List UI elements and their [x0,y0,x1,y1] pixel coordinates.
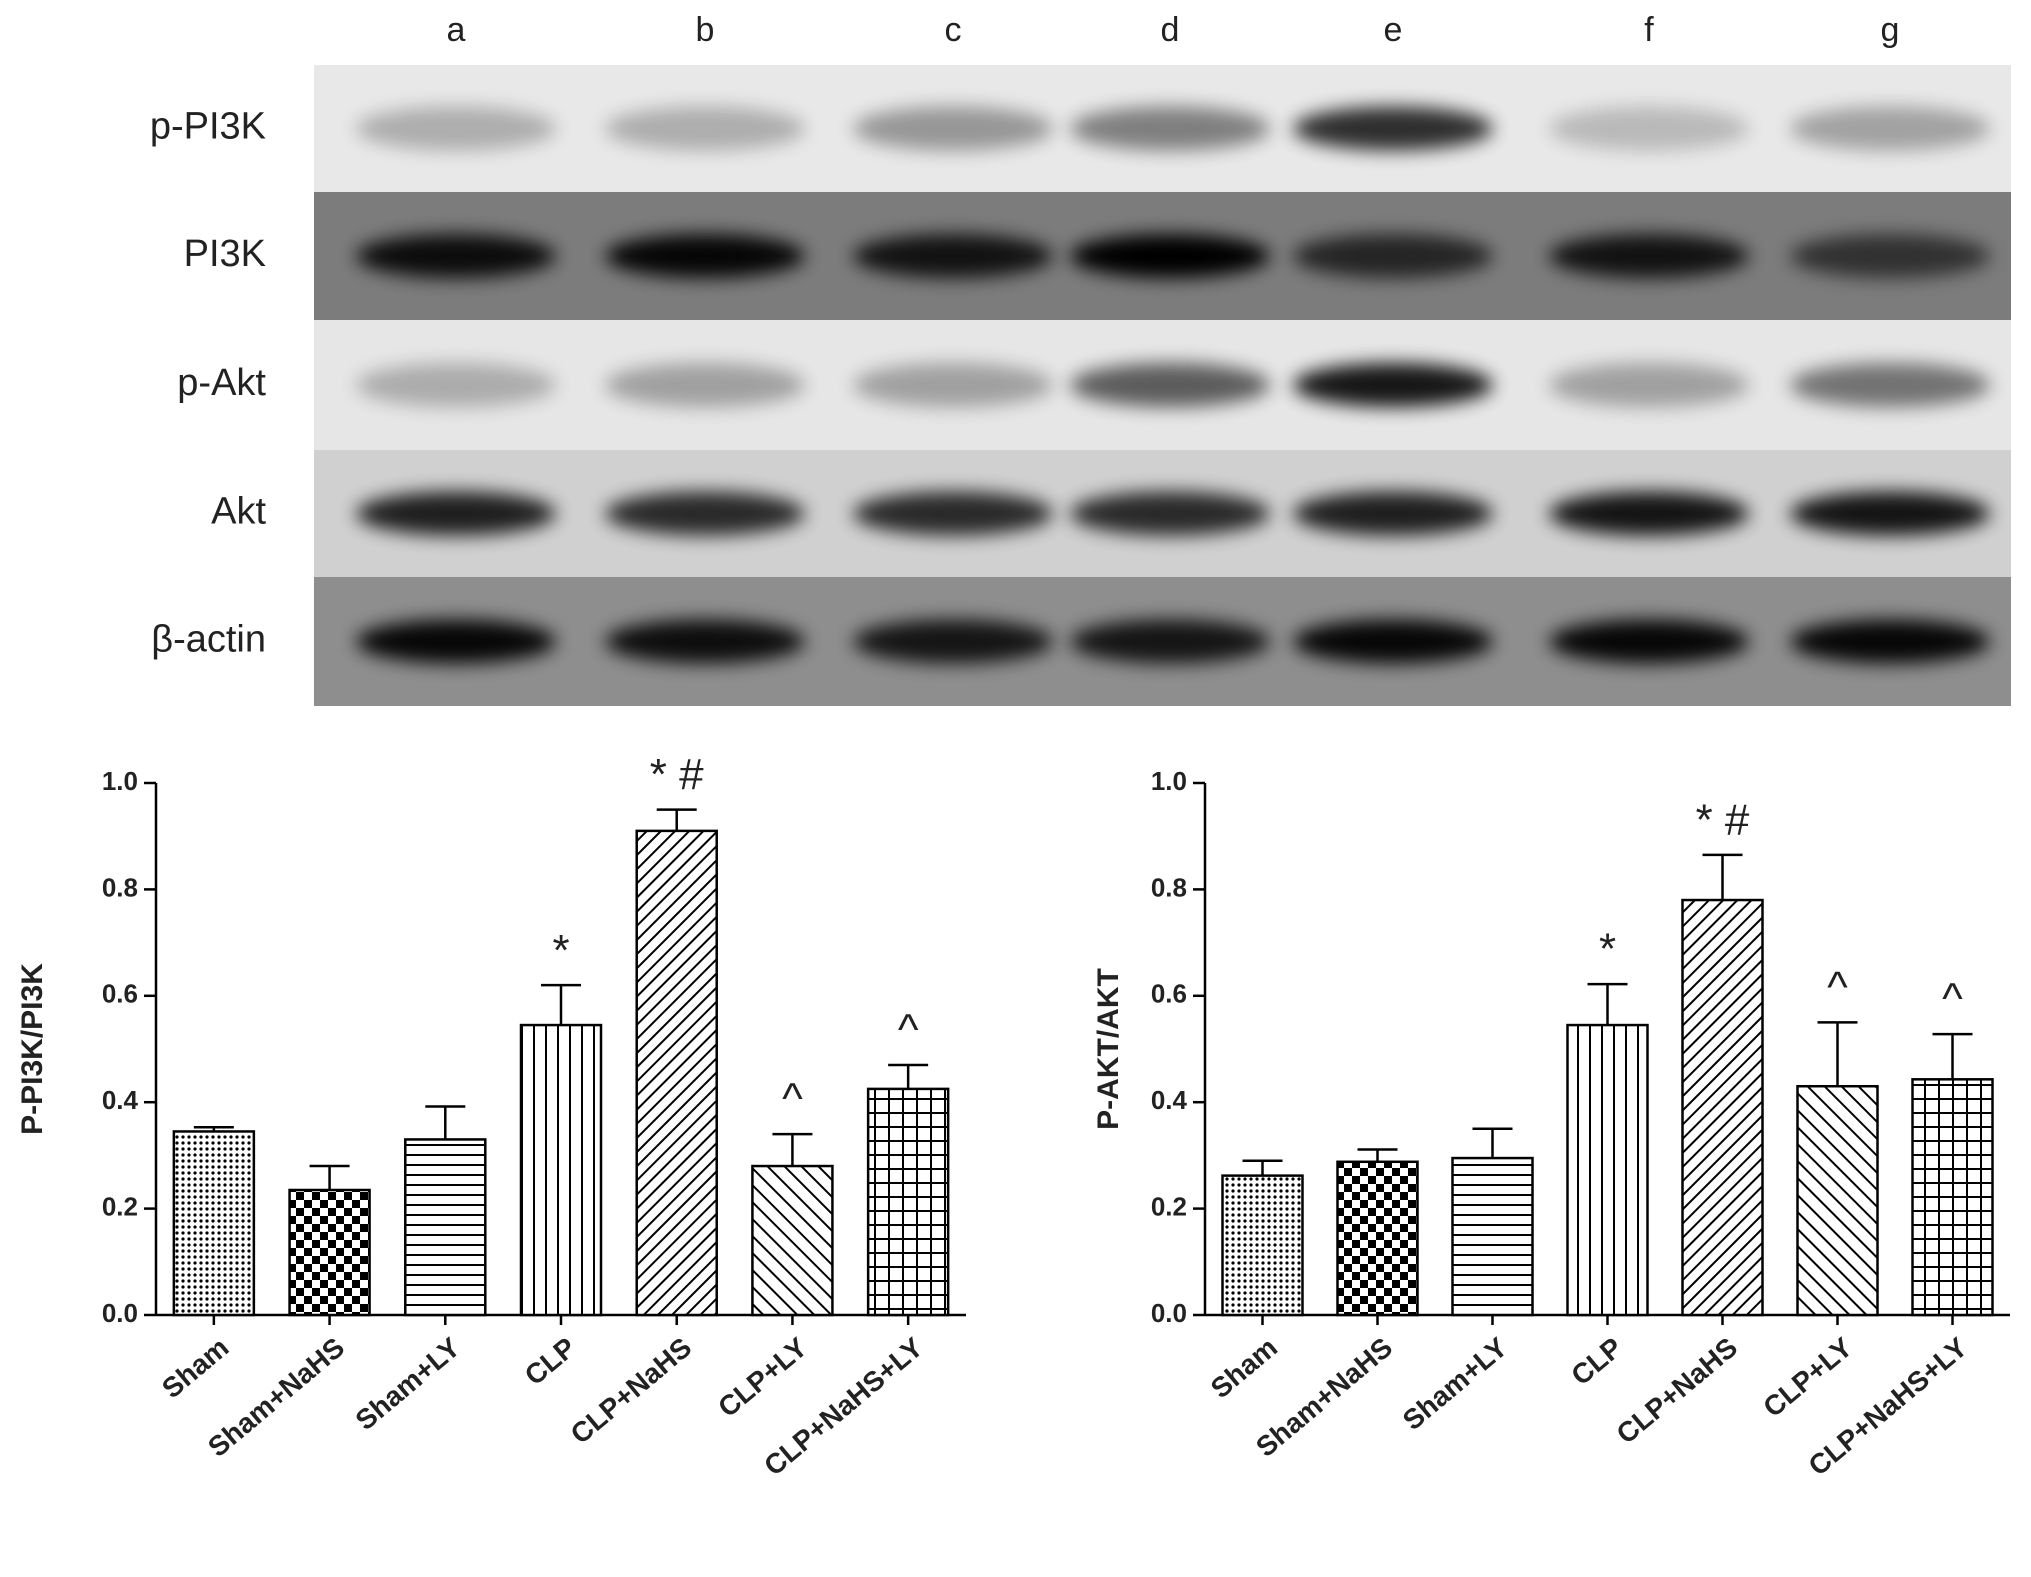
row-label: PI3K [184,233,266,275]
y-tick-label: 0.0 [102,1298,138,1328]
blot-band [1293,234,1493,278]
blot-band [853,619,1053,664]
significance-mark: ^ [1942,975,1963,1024]
y-tick-label: 0.4 [1151,1085,1188,1115]
lane-label: f [1644,11,1654,49]
blot-band [605,491,805,536]
blot-band [853,234,1053,278]
blot-band [853,491,1053,536]
blot-band [1070,491,1270,536]
x-tick-label: Sham+LY [350,1331,467,1436]
blot-band [1293,619,1493,664]
blot-band [1549,363,1749,407]
blot-band [1293,363,1493,407]
x-tick-label: CLP+LY [1757,1331,1858,1423]
y-tick-label: 1.0 [1151,766,1187,796]
bar [866,1087,950,1317]
blot-band [1549,619,1749,664]
blot-band [1070,619,1270,664]
y-tick-label: 0.2 [1151,1191,1187,1221]
blot-band [1070,234,1270,278]
blot-band [1070,106,1270,151]
blot-band [356,363,556,407]
blot-band [853,363,1053,407]
blot-band [605,106,805,151]
blot-band [1293,491,1493,536]
significance-mark: ^ [898,1006,919,1055]
bar [1566,1023,1649,1317]
y-tick-label: 0.8 [1151,872,1187,902]
y-axis-label: P-PI3K/PI3K [16,963,49,1135]
bar [519,1023,603,1317]
blot-band [605,619,805,664]
x-tick-label: CLP+NaHS [1611,1332,1744,1450]
blot-band [1790,491,1990,536]
significance-mark: * # [650,750,704,799]
x-tick-label: CLP [1565,1332,1628,1392]
x-tick-label: CLP+LY [712,1331,813,1423]
bar [172,1130,256,1317]
blot-band [605,234,805,278]
y-tick-label: 0.8 [102,872,138,902]
blot-band [1549,491,1749,536]
bar [1796,1084,1879,1317]
lane-label: b [696,11,715,49]
significance-mark: ^ [1827,963,1848,1012]
blot-band [1790,363,1990,407]
blot-band [1549,106,1749,151]
lane-label: e [1384,11,1403,49]
bar [404,1138,487,1317]
blot-band [1790,234,1990,278]
row-label: Akt [211,491,266,533]
y-tick-label: 0.6 [102,979,138,1009]
blot-band [356,234,556,278]
bar [751,1164,834,1317]
blot-band [1790,106,1990,151]
blot-band [1293,106,1493,151]
significance-mark: * [1599,925,1616,974]
y-tick-label: 1.0 [102,766,138,796]
bar [1911,1078,1994,1317]
lane-label: a [447,11,466,49]
bar [1451,1156,1534,1317]
x-tick-label: Sham [1205,1332,1283,1405]
x-tick-label: Sham+LY [1397,1331,1514,1436]
row-label: β-actin [151,619,266,661]
y-tick-label: 0.2 [102,1191,138,1221]
y-tick-label: 0.6 [1151,979,1187,1009]
blot-band [853,106,1053,151]
x-tick-label: Sham [156,1332,234,1405]
blot-band [356,491,556,536]
significance-mark: * # [1696,795,1750,844]
lane-label: c [945,11,962,49]
blot-band [1790,619,1990,664]
bar [288,1188,371,1317]
bar [1221,1174,1304,1317]
significance-mark: ^ [782,1075,803,1124]
blot-band [356,106,556,151]
row-label: p-PI3K [150,106,266,148]
bar [1681,898,1764,1317]
bar [635,829,718,1317]
lane-label: g [1881,11,1900,49]
blot-band [1549,234,1749,278]
bar [1336,1160,1419,1317]
y-axis-label: P-AKT/AKT [1092,968,1125,1130]
y-tick-label: 0.0 [1151,1298,1187,1328]
blot-band [356,619,556,664]
significance-mark: * [552,926,569,975]
y-tick-label: 0.4 [102,1085,139,1115]
lane-label: d [1161,11,1180,49]
blot-band [1070,363,1270,407]
row-label: p-Akt [177,362,266,404]
blot-band [605,363,805,407]
blot [314,65,2011,706]
x-tick-label: CLP [519,1332,582,1392]
x-tick-label: CLP+NaHS [565,1332,698,1450]
